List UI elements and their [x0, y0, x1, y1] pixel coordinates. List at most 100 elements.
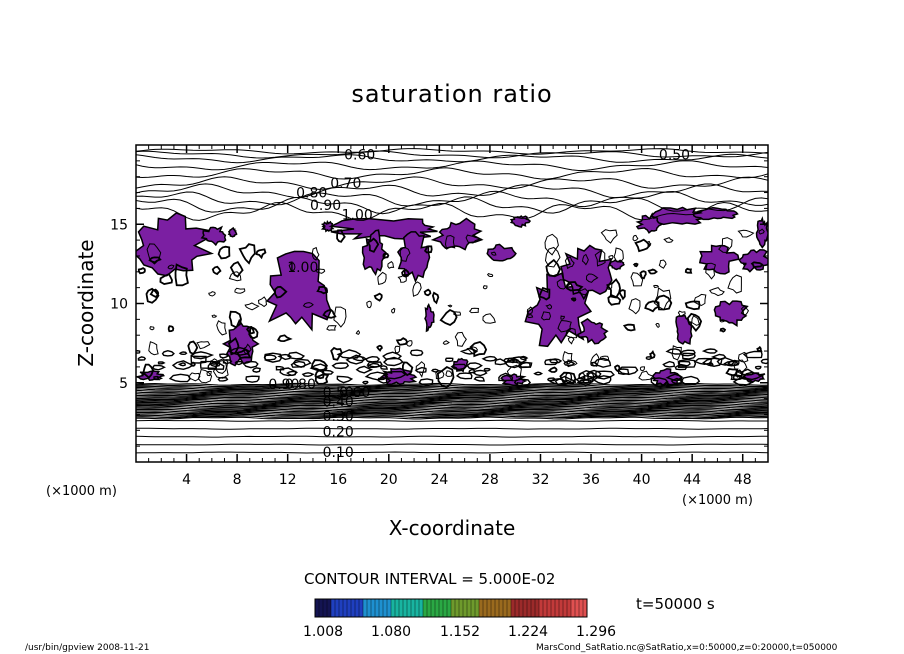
x-tick-label: 16 [329, 472, 347, 488]
colorbar-cell [439, 599, 443, 617]
plot-area [136, 145, 768, 462]
colorbar-cell [515, 599, 519, 617]
contour-loop [401, 268, 410, 278]
contour-loop [718, 237, 733, 254]
contour-loop [581, 253, 589, 266]
contour-loop [630, 272, 644, 287]
contour-line [136, 416, 768, 420]
contour-loop [742, 262, 747, 266]
x-tick-label: 40 [633, 472, 651, 488]
contour-loop [287, 351, 306, 360]
contour-loop [412, 281, 422, 297]
colorbar-cell [355, 599, 359, 617]
contour-loop [483, 367, 491, 372]
contour-loop [234, 360, 243, 366]
contour-line [136, 394, 768, 398]
contour-loop [355, 329, 361, 335]
colorbar-cell [503, 599, 507, 617]
colorbar-cell [571, 599, 575, 617]
colorbar-cell [347, 599, 351, 617]
contour-loop [227, 346, 251, 356]
contour-loop [274, 285, 288, 299]
contour-loop [613, 247, 624, 263]
contour-loop [178, 351, 188, 356]
contour-line [136, 196, 768, 215]
colorbar-cell [391, 599, 395, 617]
contour-label: 0.50 [659, 147, 690, 163]
contour-loop [544, 233, 559, 256]
contour-loop [257, 296, 268, 308]
contour-loop [638, 370, 654, 381]
contour-loop [415, 361, 426, 378]
contour-loop [674, 363, 688, 371]
colorbar-cell [331, 599, 335, 617]
colorbar-cell [327, 599, 331, 617]
contour-loop [309, 363, 328, 373]
contour-loop [439, 308, 458, 327]
contour-loop [600, 229, 618, 244]
contour-loop [206, 370, 212, 377]
colorbar-cell [495, 599, 499, 617]
chart-title: saturation ratio [351, 80, 552, 108]
footer-left: /usr/bin/gpview 2008-11-21 [25, 643, 149, 653]
contour-loop [391, 307, 396, 314]
contour-loop [494, 358, 508, 366]
contour-loop [423, 245, 433, 254]
contour-loop [519, 355, 529, 361]
contour-loop [321, 369, 335, 375]
contour-loop [345, 354, 365, 365]
x-tick-label: 28 [481, 472, 499, 488]
contour-loop [157, 361, 166, 365]
contour-loop [632, 262, 639, 268]
contour-loop [454, 331, 467, 347]
contour-loop [590, 353, 600, 367]
contour-loop [677, 358, 697, 369]
contour-loop [336, 229, 346, 243]
colorbar-cell [555, 599, 559, 617]
contour-loop [431, 291, 440, 305]
colorbar-cell [371, 599, 375, 617]
contour-label: 0.90 [564, 371, 595, 387]
contour-loop [315, 268, 326, 274]
contour-loop [567, 336, 575, 345]
contour-loop [737, 229, 755, 238]
contour-loop [245, 326, 255, 335]
colorbar-cell [583, 599, 587, 617]
contour-loop [665, 348, 682, 355]
contour-loop [586, 369, 602, 379]
contour-loop [498, 372, 514, 382]
contour-loop [618, 289, 626, 301]
colorbar-cell [379, 599, 383, 617]
contour-loop [174, 263, 189, 287]
contour-loop [684, 300, 701, 311]
colorbar-cell [315, 599, 319, 617]
contour-loop [211, 314, 218, 318]
contour-line [136, 413, 768, 417]
contour-loop [445, 370, 453, 377]
colorbar-cell [547, 599, 551, 617]
colorbar-cell [359, 599, 363, 617]
contour-line [136, 419, 768, 422]
contour-loop [382, 351, 403, 360]
contour-loop [473, 376, 486, 382]
colorbar-cell [443, 599, 447, 617]
contour-loop [658, 259, 667, 269]
contour-loop [472, 369, 488, 377]
contour-loop [628, 298, 641, 315]
colorbar-frame [314, 598, 588, 618]
contour-loop [382, 252, 390, 260]
contour-loop [217, 376, 229, 382]
colorbar-cell [551, 599, 555, 617]
contour-loop [644, 300, 660, 313]
contour-loop [242, 360, 259, 369]
colorbar-cell [567, 599, 571, 617]
contour-label: 0.20 [323, 425, 354, 441]
supersaturated-region [486, 243, 517, 262]
contour-loop [146, 243, 162, 265]
colorbar-cell [455, 599, 459, 617]
contour-loop [197, 368, 213, 384]
contour-line [136, 167, 768, 180]
contour-loop [444, 357, 454, 363]
contour-loop [565, 327, 578, 339]
contour-loop [605, 278, 621, 299]
